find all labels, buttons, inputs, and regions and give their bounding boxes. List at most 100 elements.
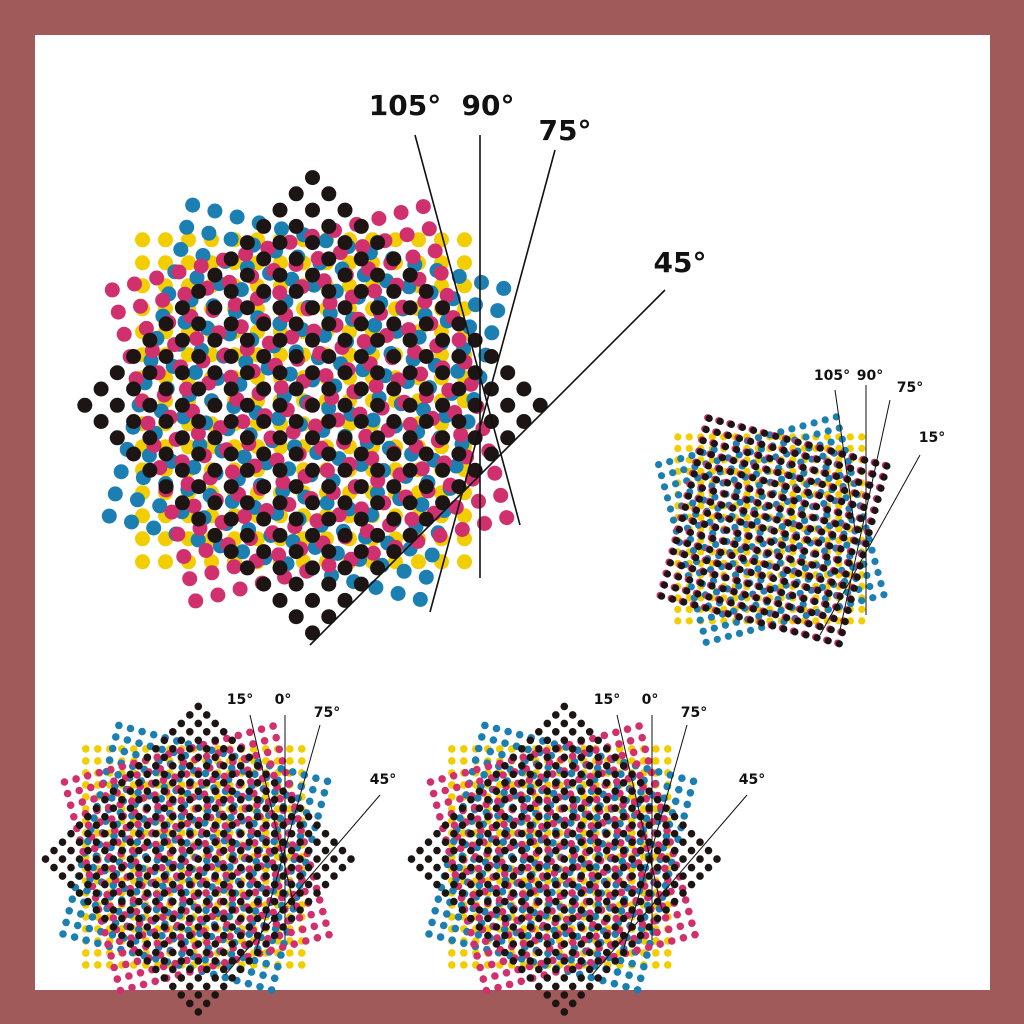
dot [475,872,484,880]
dot [492,906,501,914]
dot [543,753,552,762]
dot [662,821,670,829]
dot [305,365,320,381]
dot [745,532,753,540]
dot [594,804,602,812]
dot [194,838,203,846]
dot [288,511,304,527]
dot [202,965,211,974]
dot [418,414,434,429]
dot [577,872,585,880]
dot [670,812,679,821]
dot [126,787,135,795]
dot [176,933,185,941]
dot [458,821,467,829]
dot [353,576,369,592]
dot [824,506,832,514]
dot [653,812,662,821]
dot [724,431,733,440]
dot [509,855,518,863]
dot [686,528,695,537]
dot [696,838,704,846]
dot [158,349,174,364]
dot [858,467,866,475]
dot [474,744,483,753]
dot [492,872,501,880]
dot [202,728,211,736]
dot [457,232,472,248]
dot [415,199,431,215]
dot [287,928,295,937]
dot [733,577,741,585]
dot [560,889,569,897]
dot [636,846,645,855]
dot [662,889,670,897]
dot [160,770,169,779]
dot [186,914,194,923]
dot [134,925,143,934]
dot [253,948,262,957]
dot [689,517,698,526]
dot [535,880,543,889]
dot [256,544,272,560]
dot [220,958,229,967]
dot [90,795,98,803]
dot [618,938,627,946]
dot [696,872,704,880]
dot [602,931,611,940]
dot [675,785,683,794]
dot [782,483,790,491]
dot [777,606,785,615]
dot [484,863,492,872]
dot [708,433,716,441]
dot [90,814,98,822]
dot [126,906,135,914]
dot [211,787,219,795]
dot [253,779,262,787]
dot [740,507,748,515]
dot [112,733,120,741]
dot [672,480,680,488]
dot [883,462,891,470]
dot [494,797,502,806]
dot [270,863,279,872]
dot [696,448,704,456]
dot [428,918,436,927]
dot [577,770,585,779]
dot [728,551,736,560]
dot [138,320,154,336]
dot [619,846,628,855]
dot [712,540,720,549]
dot [245,906,253,914]
dot [110,777,118,785]
dot [785,472,793,480]
dot [160,787,169,795]
dot [402,397,418,413]
dot [142,332,158,348]
dot [337,397,353,413]
dot [804,489,813,497]
dot [690,470,698,478]
dot [815,492,824,500]
dot [321,557,337,573]
dot [318,233,334,249]
dot [633,946,641,955]
dot [473,815,482,823]
dot [594,906,602,914]
dot [109,821,118,829]
dot [416,846,424,855]
dot [868,546,876,554]
dot [460,757,468,765]
dot [733,446,741,454]
dot [197,778,206,787]
dot [671,797,680,806]
dot [370,495,386,511]
dot [435,495,451,511]
dot [262,804,270,812]
dot [638,733,646,742]
dot [424,872,433,880]
dot [517,977,525,986]
dot [239,527,255,543]
dot [169,863,177,872]
dot [286,757,294,765]
